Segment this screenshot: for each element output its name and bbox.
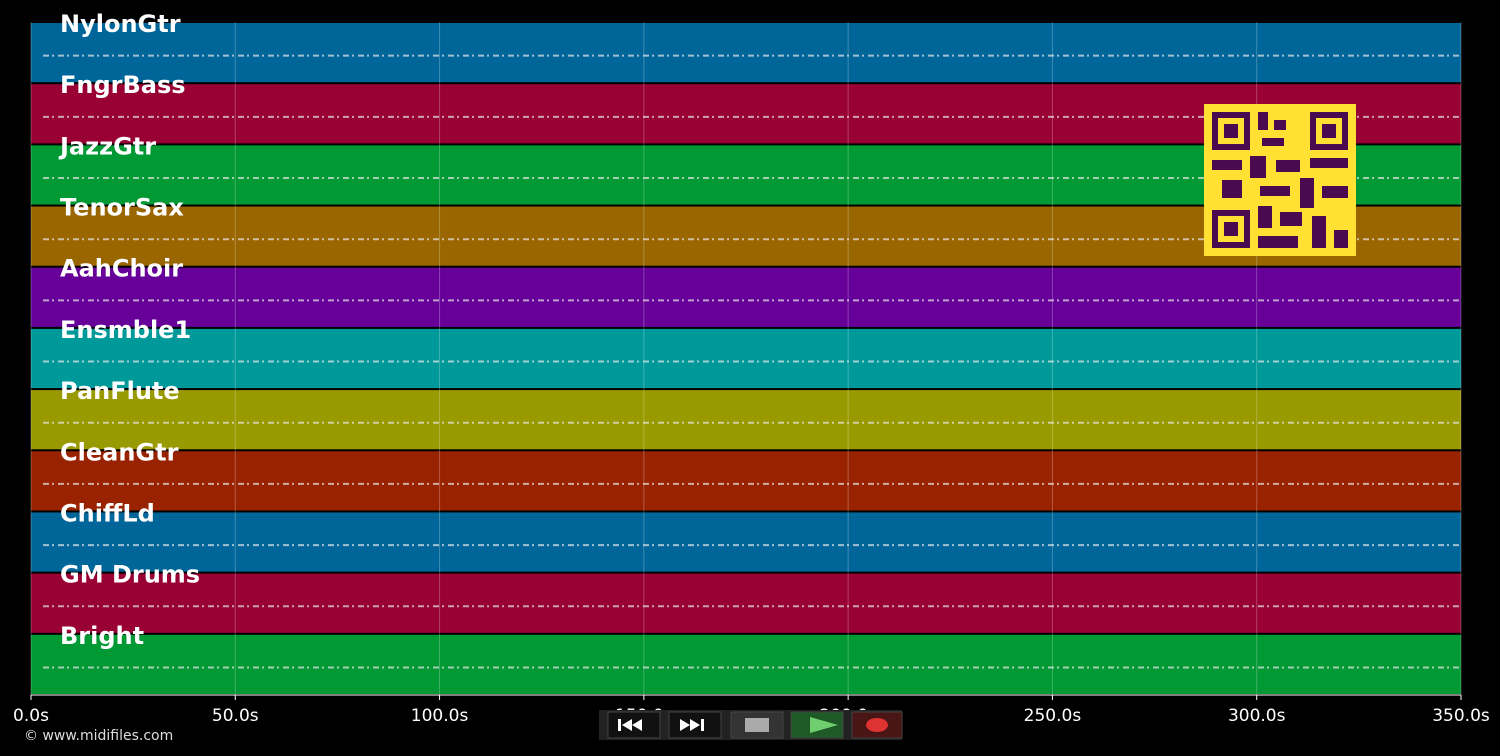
track-name: Bright bbox=[60, 622, 144, 650]
tick-label: 350.0s bbox=[1432, 706, 1490, 726]
track-name: AahChoir bbox=[60, 255, 183, 283]
track-band bbox=[31, 573, 1461, 633]
grid bbox=[30, 22, 1462, 695]
forward-button[interactable] bbox=[668, 711, 722, 739]
track-band bbox=[31, 390, 1461, 450]
tick-label: 50.0s bbox=[212, 706, 259, 726]
tick-label: 100.0s bbox=[411, 706, 469, 726]
track-band bbox=[31, 634, 1461, 694]
track-band bbox=[31, 451, 1461, 511]
record-button[interactable] bbox=[851, 711, 903, 739]
tick-label: 300.0s bbox=[1228, 706, 1286, 726]
track-name: TenorSax bbox=[60, 194, 184, 222]
transport-controls bbox=[599, 710, 903, 740]
track-labels: NylonGtr FngrBass JazzGtr TenorSax AahChoir E… bbox=[58, 10, 200, 650]
track-band bbox=[31, 267, 1461, 327]
track-name: GM Drums bbox=[60, 561, 200, 589]
track-name: CleanGtr bbox=[60, 438, 179, 466]
track-name: ChiffLd bbox=[60, 499, 155, 527]
track-band bbox=[31, 23, 1461, 83]
credit: © www.midifiles.com bbox=[24, 728, 173, 744]
track-name: PanFlute bbox=[60, 377, 180, 405]
qr-code bbox=[1204, 104, 1356, 256]
track-name: NylonGtr bbox=[60, 10, 181, 38]
stop-button[interactable] bbox=[730, 711, 784, 739]
track-name: Ensmble1 bbox=[60, 316, 191, 344]
tracks bbox=[31, 23, 1461, 694]
tick-label: 0.0s bbox=[13, 706, 49, 726]
track-name: JazzGtr bbox=[58, 132, 156, 160]
track-band bbox=[31, 512, 1461, 572]
track-name: FngrBass bbox=[60, 71, 186, 99]
play-button[interactable] bbox=[790, 711, 844, 739]
rewind-button[interactable] bbox=[607, 711, 661, 739]
track-band bbox=[31, 328, 1461, 389]
tick-label: 250.0s bbox=[1024, 706, 1082, 726]
